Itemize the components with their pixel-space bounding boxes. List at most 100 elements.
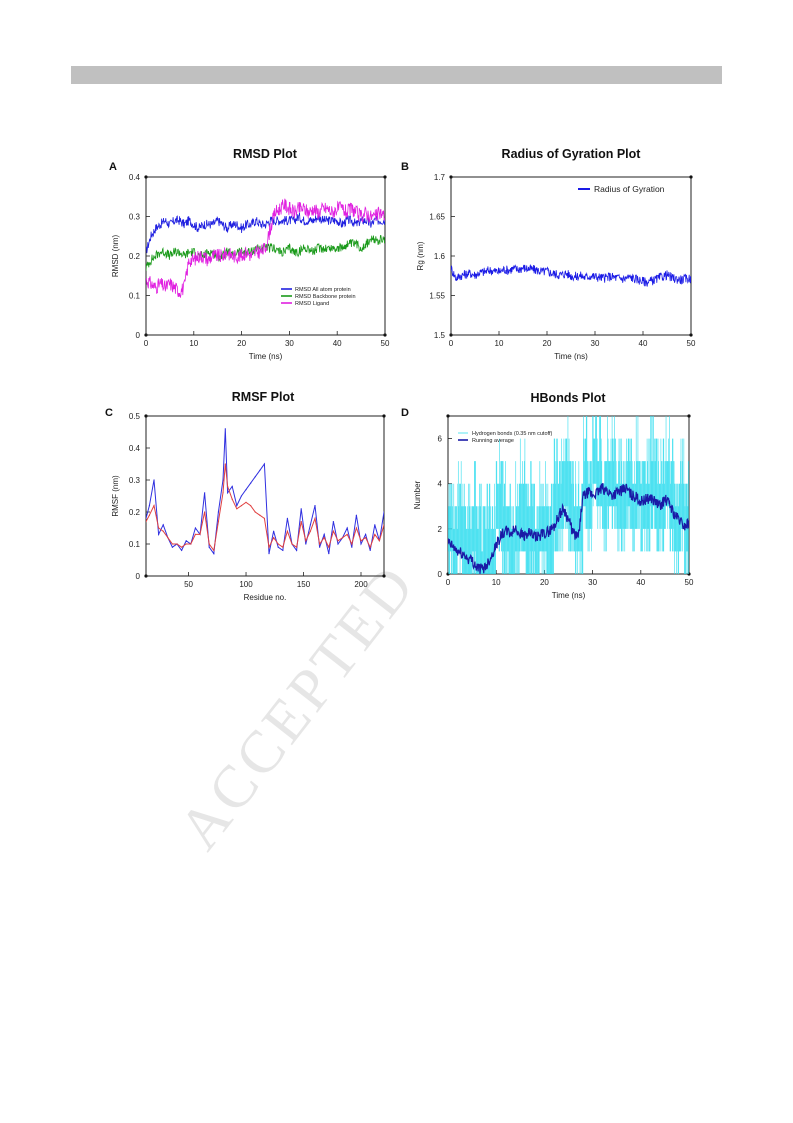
x-tick-label: 10 xyxy=(492,578,501,587)
corner-dot xyxy=(382,574,386,578)
y-axis-label: Rg (nm) xyxy=(416,241,425,270)
series-line-2 xyxy=(146,198,385,298)
legend-label: Running average xyxy=(472,438,514,444)
y-tick-label: 1.5 xyxy=(434,331,446,340)
data-point xyxy=(236,508,238,510)
data-point xyxy=(268,553,270,555)
legend-label: Radius of Gyration xyxy=(594,184,665,194)
data-point xyxy=(282,546,284,548)
data-point xyxy=(217,511,220,513)
data-point xyxy=(277,546,279,548)
data-point xyxy=(158,527,160,529)
y-tick-label: 0.3 xyxy=(129,213,141,222)
x-tick-label: 10 xyxy=(495,339,504,348)
data-point xyxy=(213,549,215,552)
data-point xyxy=(162,524,164,526)
x-tick-label: 150 xyxy=(297,580,311,589)
data-point xyxy=(296,549,298,552)
series-line-0 xyxy=(146,428,384,555)
data-point xyxy=(277,543,279,545)
plot-area xyxy=(146,428,384,555)
data-point xyxy=(328,546,330,548)
data-point xyxy=(148,505,151,507)
data-point xyxy=(208,543,210,545)
y-tick-label: 0 xyxy=(136,331,141,340)
data-point xyxy=(199,533,201,536)
data-point xyxy=(374,524,376,526)
plot-area xyxy=(448,416,689,574)
data-point xyxy=(369,549,371,552)
y-tick-label: 2 xyxy=(438,525,443,534)
data-point xyxy=(273,537,275,539)
data-point xyxy=(296,546,298,548)
data-point xyxy=(314,517,316,520)
y-tick-label: 0 xyxy=(438,570,443,579)
data-point xyxy=(227,485,229,487)
y-tick-label: 0 xyxy=(136,572,141,581)
data-point xyxy=(319,546,321,548)
data-point xyxy=(309,524,312,526)
data-point xyxy=(282,549,284,552)
y-tick-label: 0.4 xyxy=(129,173,141,182)
data-point xyxy=(176,543,178,545)
y-tick-label: 0.2 xyxy=(129,508,141,517)
corner-dot xyxy=(689,175,693,179)
y-tick-label: 6 xyxy=(438,435,443,444)
x-tick-label: 50 xyxy=(685,578,694,587)
y-tick-label: 1.7 xyxy=(434,173,446,182)
data-point xyxy=(309,530,312,532)
data-point xyxy=(374,533,376,536)
data-point xyxy=(360,540,362,542)
data-point xyxy=(273,530,275,532)
data-point xyxy=(224,463,226,465)
header-bar xyxy=(71,66,722,84)
corner-dot xyxy=(446,414,450,418)
data-point xyxy=(383,511,384,513)
series-line-1 xyxy=(448,482,689,574)
data-point xyxy=(240,495,243,497)
series-line-1 xyxy=(146,235,385,272)
data-point xyxy=(323,533,325,536)
data-point xyxy=(227,492,229,494)
data-point xyxy=(383,524,384,526)
data-point xyxy=(319,543,321,545)
panel-label-a: A xyxy=(109,161,117,173)
data-point xyxy=(231,485,233,487)
data-point xyxy=(250,482,252,484)
panel-label-c: C xyxy=(105,407,113,419)
series-line-0 xyxy=(146,212,385,254)
data-point xyxy=(365,537,367,539)
data-point xyxy=(240,505,243,507)
hbonds-title: HBonds Plot xyxy=(530,391,606,405)
legend-label: Hydrogen bonds (0.35 nm cutoff) xyxy=(472,431,552,437)
data-point xyxy=(153,505,155,507)
data-point xyxy=(365,533,367,536)
data-point xyxy=(204,492,206,494)
data-point xyxy=(259,514,261,516)
y-tick-label: 4 xyxy=(438,480,443,489)
chart-1: 0 10 20 30 40 50 1.5 1.55 1.6 1.65 1.7 Time (ns) Rg … xyxy=(416,173,696,361)
data-point xyxy=(332,521,335,523)
legend-label: RMSD Backbone protein xyxy=(295,294,356,300)
x-axis-label: Time (ns) xyxy=(552,591,586,600)
data-point xyxy=(263,517,266,520)
plot-frame xyxy=(145,415,385,577)
data-point xyxy=(185,543,187,545)
data-point xyxy=(171,543,174,545)
data-point xyxy=(259,469,261,471)
rmsf-title: RMSF Plot xyxy=(231,390,295,404)
y-tick-label: 0.2 xyxy=(129,252,141,261)
data-point xyxy=(291,543,293,545)
data-point xyxy=(146,517,147,519)
legend-label: RMSD Ligand xyxy=(295,301,329,307)
x-tick-label: 40 xyxy=(333,339,342,348)
data-point xyxy=(305,543,307,545)
data-point xyxy=(378,540,381,542)
legend-label: RMSD All atom protein xyxy=(295,287,351,293)
data-point xyxy=(245,489,247,491)
data-point xyxy=(250,505,252,507)
x-tick-label: 30 xyxy=(591,339,600,348)
data-point xyxy=(213,553,215,555)
corner-dot xyxy=(382,414,386,418)
data-point xyxy=(314,505,316,507)
